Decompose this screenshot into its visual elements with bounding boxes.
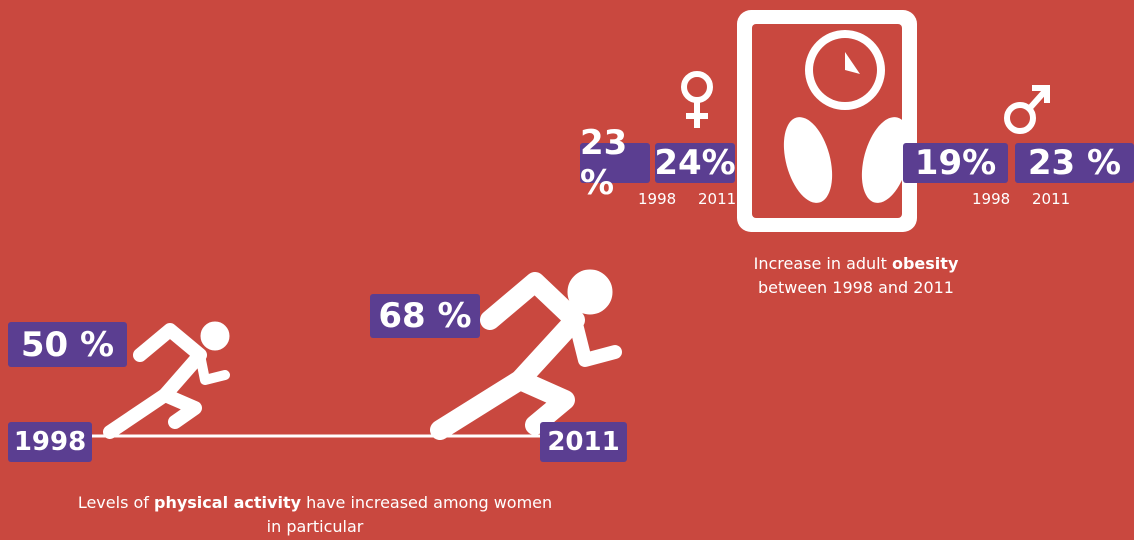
page: 23 % 24% 1998 2011 19% 23 % 1998 2011 In… (0, 0, 1134, 540)
value-box: 50 % (8, 322, 127, 367)
female-symbol (684, 74, 710, 128)
caption: Levels of physical activity have increas… (40, 491, 590, 539)
caption-text: Increase in adult (754, 254, 892, 273)
caption-text: Levels of (78, 493, 154, 512)
year-label: 1998 (638, 190, 676, 208)
value-box: 23 % (1015, 143, 1134, 183)
runner (110, 322, 229, 432)
value-box: 24% (655, 143, 735, 183)
male-symbol (1007, 88, 1047, 131)
year-label: 2011 (1032, 190, 1070, 208)
value-box: 19% (903, 143, 1008, 183)
year-label: 2011 (698, 190, 736, 208)
caption: Increase in adult obesity between 1998 an… (706, 252, 1006, 300)
value-box: 23 % (580, 143, 650, 183)
caption-text: between 1998 and 2011 (758, 278, 954, 297)
caption-text: in particular (267, 517, 364, 536)
value-box: 68 % (370, 294, 480, 338)
caption-text: have increased among women (301, 493, 552, 512)
year-box: 2011 (540, 422, 627, 462)
caption-emphasis: obesity (892, 254, 958, 273)
caption-emphasis: physical activity (154, 493, 301, 512)
year-box: 1998 (8, 422, 92, 462)
year-label: 1998 (972, 190, 1010, 208)
